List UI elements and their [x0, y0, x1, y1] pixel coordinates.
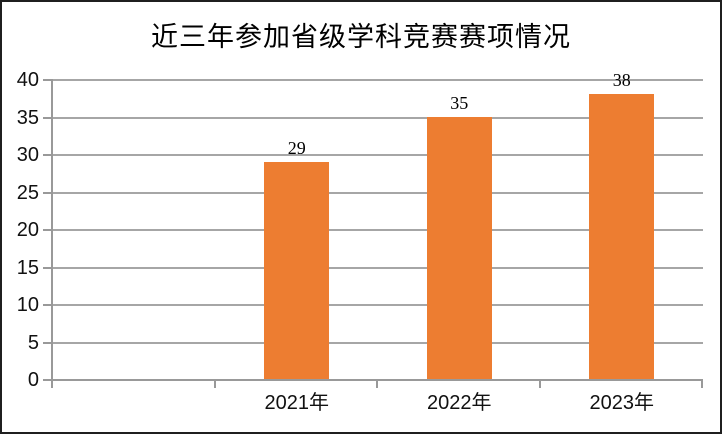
chart-title: 近三年参加省级学科竞赛赛项情况: [151, 22, 571, 52]
y-axis-label: 0: [27, 369, 39, 391]
gridline: [53, 266, 703, 269]
x-tick-mark: [701, 379, 703, 388]
x-tick-mark: [51, 379, 53, 388]
y-axis-label: 15: [16, 256, 39, 279]
bar-2023: [589, 94, 655, 379]
bar-value-label-2021: 29: [287, 137, 306, 158]
x-axis-label-2022: 2022年: [427, 392, 492, 414]
gridline: [53, 191, 703, 194]
gridline: [53, 154, 703, 156]
x-axis-label-2021: 2021年: [264, 392, 330, 414]
x-tick-mark: [539, 379, 541, 388]
y-axis-label: 10: [16, 294, 39, 316]
bar-2022: [426, 116, 492, 379]
gridline: [53, 304, 703, 306]
bar-value-label-2023: 38: [612, 70, 631, 90]
y-axis-label: 20: [16, 219, 39, 241]
y-tick-mark: [43, 229, 51, 231]
y-tick-mark: [43, 266, 51, 269]
bar-2021: [264, 161, 330, 379]
gridline: [53, 79, 703, 81]
y-axis-label: 35: [16, 106, 39, 129]
x-axis-label-2023: 2023年: [589, 392, 655, 414]
y-axis-label: 5: [27, 331, 39, 354]
gridline: [53, 341, 703, 344]
x-tick-mark: [214, 379, 216, 388]
x-axis-line: [51, 379, 703, 381]
gridline: [53, 116, 703, 119]
y-tick-mark: [43, 379, 51, 381]
x-tick-mark: [376, 379, 378, 388]
plot-area: 0 5 10 15 20 25 30 35 40 29 35 38 2021年 2022年 2023年: [17, 69, 703, 414]
y-axis-label: 40: [16, 69, 39, 91]
y-axis-label: 25: [16, 181, 39, 204]
y-tick-mark: [43, 116, 51, 119]
y-axis-label: 30: [16, 144, 39, 166]
gridline: [53, 229, 703, 231]
y-tick-mark: [43, 79, 51, 81]
y-tick-mark: [43, 154, 51, 156]
y-tick-mark: [43, 304, 51, 306]
y-axis-line: [51, 79, 53, 388]
bar-value-label-2022: 35: [450, 92, 469, 113]
y-tick-mark: [43, 191, 51, 194]
y-tick-mark: [43, 341, 51, 344]
